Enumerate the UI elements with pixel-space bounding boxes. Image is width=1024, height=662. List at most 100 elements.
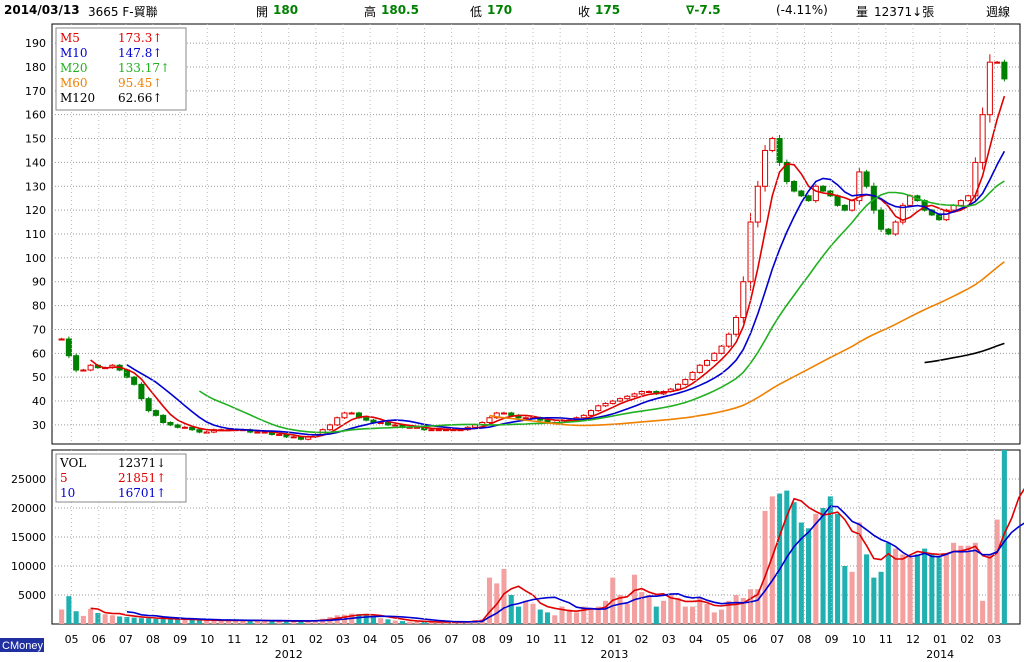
volume-bar bbox=[682, 606, 688, 624]
volume-bar bbox=[486, 577, 493, 624]
stock-name: 3665 F-貿聯 bbox=[88, 5, 158, 19]
candle-body bbox=[863, 171, 870, 187]
month-tick-label: 11 bbox=[879, 633, 893, 646]
candle-body bbox=[812, 185, 819, 202]
open-label: 開 bbox=[256, 5, 269, 19]
candle-body bbox=[167, 422, 174, 426]
month-tick-label: 08 bbox=[797, 633, 811, 646]
brand-label[interactable]: CMoney bbox=[2, 640, 43, 652]
legend-m5-value: 173.3↑ bbox=[118, 31, 162, 45]
ma10-line bbox=[126, 150, 1006, 436]
volume-bar bbox=[523, 600, 529, 624]
volume-bar bbox=[501, 568, 507, 624]
volume-tick-label: 5000 bbox=[18, 589, 46, 602]
month-tick-label: 11 bbox=[227, 633, 241, 646]
month-tick-label: 12 bbox=[580, 633, 594, 646]
candle-body bbox=[696, 364, 703, 373]
volume-bar bbox=[588, 609, 594, 624]
volume-bar bbox=[196, 619, 202, 624]
brand-badge[interactable] bbox=[0, 638, 44, 652]
legend-vol5-name: 5 bbox=[60, 471, 68, 485]
volume-bar bbox=[407, 621, 413, 624]
period-label[interactable]: 週線 bbox=[986, 5, 1011, 19]
volume-bar bbox=[160, 618, 166, 624]
price-tick-label: 180 bbox=[25, 61, 46, 74]
open-value: 180 bbox=[273, 3, 299, 17]
month-tick-label: 04 bbox=[689, 633, 703, 646]
volume-bar bbox=[88, 608, 94, 624]
close-label: 收 bbox=[578, 5, 591, 19]
volume-bar bbox=[660, 600, 667, 624]
volume-bar bbox=[544, 612, 551, 624]
month-tick-label: 08 bbox=[472, 633, 486, 646]
volume-bar bbox=[639, 592, 645, 624]
candle-body bbox=[65, 338, 72, 357]
price-legend-box bbox=[55, 27, 187, 111]
volume-bar bbox=[450, 622, 456, 624]
volume-bar bbox=[175, 619, 181, 624]
volume-bar bbox=[189, 619, 195, 624]
month-tick-label: 07 bbox=[445, 633, 459, 646]
candle-body bbox=[609, 400, 616, 404]
price-tick-label: 30 bbox=[32, 419, 46, 432]
month-tick-label: 06 bbox=[92, 633, 106, 646]
candle-body bbox=[936, 214, 943, 221]
candle-body bbox=[508, 412, 515, 416]
candle-body bbox=[493, 412, 500, 419]
volume-bar bbox=[987, 554, 993, 624]
candle-body bbox=[994, 61, 1001, 64]
month-tick-label: 09 bbox=[825, 633, 839, 646]
quote-header: 2014/03/13 3665 F-貿聯 開 180 高 180.5 低 170… bbox=[0, 0, 1024, 22]
candle-body bbox=[725, 333, 732, 347]
change-percent: (-4.11%) bbox=[776, 3, 828, 17]
price-moving-averages bbox=[90, 95, 1006, 438]
candle-body bbox=[711, 352, 718, 361]
month-tick-label: 03 bbox=[662, 633, 676, 646]
price-tick-label: 150 bbox=[25, 133, 46, 146]
price-tick-label: 140 bbox=[25, 156, 46, 169]
month-tick-label: 06 bbox=[743, 633, 757, 646]
volume-bar bbox=[697, 597, 703, 624]
candle-body bbox=[718, 345, 725, 354]
candle-body bbox=[428, 429, 435, 432]
volume-bar bbox=[690, 606, 696, 624]
volume-bar bbox=[508, 595, 514, 624]
volume-bar bbox=[820, 508, 826, 624]
volume-bar bbox=[80, 615, 86, 624]
volume-bar bbox=[559, 606, 565, 624]
candle-body bbox=[138, 383, 145, 400]
volume-bar bbox=[842, 566, 848, 624]
volume-bar bbox=[936, 557, 942, 624]
volume-bar bbox=[109, 615, 115, 624]
volume-bar bbox=[218, 620, 224, 624]
month-tick-label: 10 bbox=[526, 633, 540, 646]
volume-bar bbox=[552, 615, 558, 624]
price-tick-label: 190 bbox=[25, 37, 46, 50]
volume-moving-averages bbox=[90, 487, 1024, 623]
price-tick-label: 80 bbox=[32, 300, 46, 313]
volume-bar bbox=[269, 621, 275, 624]
volume-bar bbox=[537, 609, 543, 624]
legend-vol-name: VOL bbox=[59, 456, 86, 470]
price-tick-label: 40 bbox=[32, 395, 46, 408]
volume-bar bbox=[617, 595, 623, 624]
volume-bar bbox=[138, 618, 144, 624]
volume-bar bbox=[777, 493, 783, 624]
volume-bar bbox=[719, 609, 725, 624]
volume-bar bbox=[791, 502, 797, 624]
candle-body bbox=[276, 433, 283, 436]
volume-bar bbox=[276, 621, 282, 624]
legend-vol10-value: 16701↑ bbox=[118, 486, 166, 500]
high-label: 高 bbox=[364, 5, 377, 19]
candle-body bbox=[435, 429, 442, 432]
volume-tick-label: 25000 bbox=[11, 473, 46, 486]
legend-m120-name: M120 bbox=[60, 91, 95, 105]
volume-bar bbox=[929, 554, 935, 624]
volume-bar bbox=[878, 571, 884, 624]
volume-bar bbox=[972, 542, 978, 624]
candle-body bbox=[783, 161, 790, 182]
candle-body bbox=[675, 383, 682, 390]
legend-vol5-value: 21851↑ bbox=[118, 471, 166, 485]
vol-ma5-line bbox=[90, 487, 1024, 623]
